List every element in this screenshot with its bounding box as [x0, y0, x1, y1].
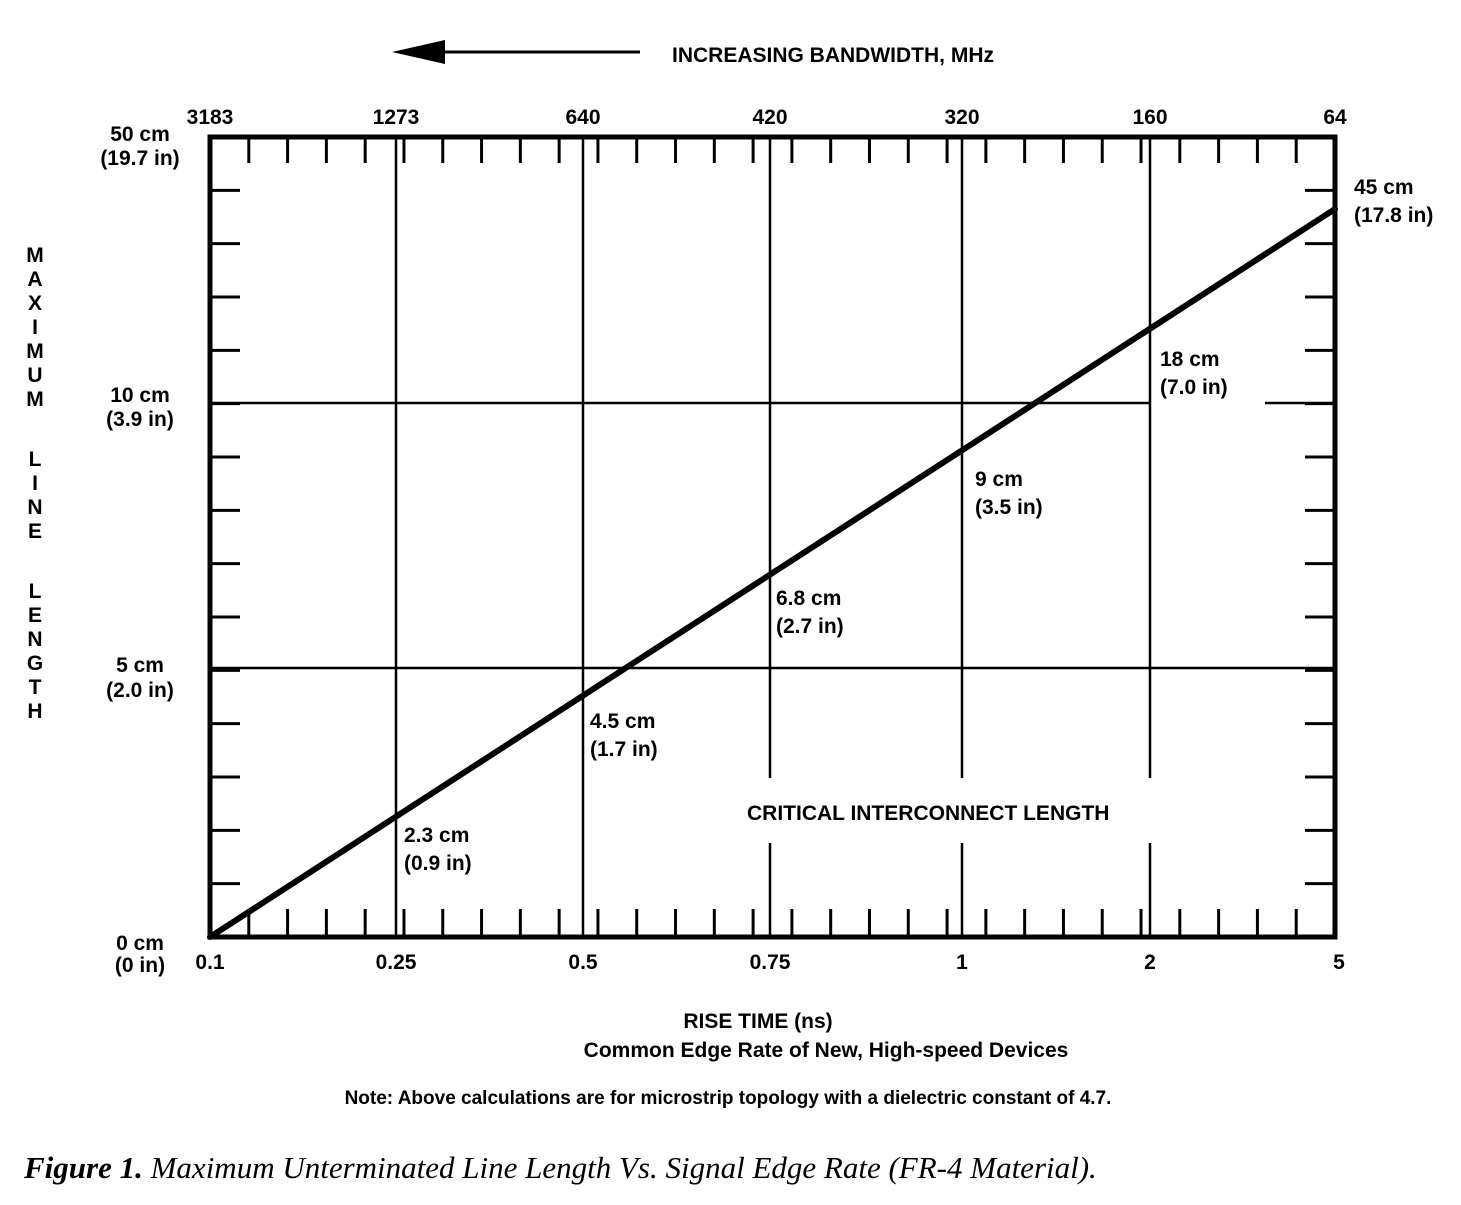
x-tick-label: 0.1 [195, 951, 225, 974]
point-label-inches: (17.8 in) [1354, 204, 1433, 227]
x-tick-label: 5 [1333, 951, 1345, 974]
plot-border [207, 134, 1338, 940]
point-label-inches: (2.7 in) [776, 615, 844, 638]
top-tick-label: 420 [752, 106, 787, 129]
y-tick-label: 5 cm [116, 654, 164, 677]
y-tick-label-inches: (3.9 in) [106, 408, 174, 431]
y-axis-label-letter: N [27, 496, 42, 519]
x-tick-label: 0.25 [376, 951, 417, 974]
y-axis-label-letter: H [27, 700, 42, 723]
top-tick-label: 3183 [187, 106, 234, 129]
top-axis-label: INCREASING BANDWIDTH, MHz [672, 44, 994, 67]
y-tick-label: 10 cm [110, 384, 170, 407]
point-labels: 2.3 cm (0.9 in) 4.5 cm (1.7 in) 6.8 cm (2.7 i… [404, 176, 1433, 875]
critical-length-line [207, 206, 1338, 940]
annotation-critical-length: CRITICAL INTERCONNECT LENGTH [747, 802, 1109, 825]
y-axis-label-letter: M [26, 244, 44, 267]
point-label-inches: (3.5 in) [975, 496, 1043, 519]
y-tick-label-inches: (0 in) [115, 954, 165, 977]
top-tick-label: 1273 [373, 106, 420, 129]
point-label: 18 cm [1160, 348, 1220, 371]
y-tick-label: 50 cm [110, 123, 170, 146]
point-label: 2.3 cm [404, 824, 469, 847]
plot-frame [207, 134, 1338, 940]
bandwidth-arrow [392, 40, 640, 64]
y-axis-label-letter: L [29, 448, 42, 471]
point-label: 6.8 cm [776, 587, 841, 610]
point-label: 45 cm [1354, 176, 1414, 199]
y-axis-label-letter: E [28, 604, 42, 627]
x-tick-label: 2 [1144, 951, 1156, 974]
top-tick-label: 320 [944, 106, 979, 129]
figure-number: Figure 1. [24, 1150, 143, 1185]
y-axis-label-letter: T [29, 676, 42, 699]
y-axis-label-letter: I [32, 472, 38, 495]
point-label-inches: (1.7 in) [590, 738, 658, 761]
y-axis-label-letter: N [27, 628, 42, 651]
point-label: 4.5 cm [590, 710, 655, 733]
y-axis-label-letter: G [27, 652, 43, 675]
top-tick-label: 640 [565, 106, 600, 129]
x-tick-label: 1 [956, 951, 968, 974]
figure-caption-text: Maximum Unterminated Line Length Vs. Sig… [142, 1150, 1097, 1185]
y-axis-label-letter: L [29, 580, 42, 603]
y-axis-label-letter: U [27, 364, 42, 387]
x-tick-label: 0.75 [750, 951, 791, 974]
y-axis-label-letter: X [28, 292, 42, 315]
y-axis-label-letter: M [26, 340, 44, 363]
y-tick-label-inches: (2.0 in) [106, 679, 174, 702]
y-axis-label-letter: E [28, 520, 42, 543]
x-tick-label: 0.5 [568, 951, 598, 974]
y-tick-label: 0 cm [116, 932, 164, 955]
point-label: 9 cm [975, 468, 1023, 491]
y-axis-label-letter: A [27, 268, 42, 291]
y-tick-label-inches: (19.7 in) [100, 147, 179, 170]
tick-labels: 3183 1273 640 420 320 160 640.1 0.25 0.5 0.75 1 2 50… [100, 106, 1347, 977]
x-axis-label: RISE TIME (ns) [683, 1010, 832, 1033]
grid [210, 137, 1335, 937]
y-axis-label-letter: M [26, 388, 44, 411]
footnote: Note: Above calculations are for microst… [345, 1088, 1112, 1109]
point-label-inches: (0.9 in) [404, 852, 472, 875]
figure-caption: Figure 1. Maximum Unterminated Line Leng… [24, 1150, 1097, 1186]
point-label-inches: (7.0 in) [1160, 376, 1228, 399]
y-axis-label-letter: I [32, 316, 38, 339]
top-tick-label: 64 [1323, 106, 1347, 129]
series [207, 206, 1338, 940]
top-tick-label: 160 [1132, 106, 1167, 129]
x-axis-sublabel: Common Edge Rate of New, High-speed Devi… [584, 1039, 1069, 1062]
